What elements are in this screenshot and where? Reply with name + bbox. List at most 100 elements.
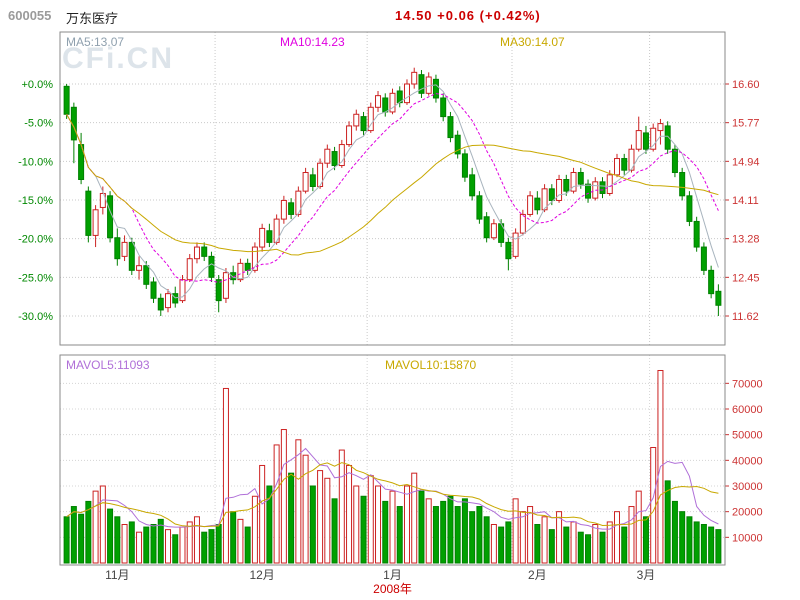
volume-bar (447, 495, 454, 564)
volume-bar (338, 449, 345, 564)
volume-bar (251, 495, 258, 564)
mavol10-label: MAVOL10:15870 (385, 358, 477, 372)
candle-body (273, 218, 280, 243)
volume-bar (700, 523, 707, 564)
candle-body (686, 195, 693, 222)
candle-body (635, 130, 642, 150)
candle-body (585, 183, 592, 199)
volume-bar (136, 531, 143, 564)
volume-axis-label: 60000 (732, 404, 763, 416)
volume-axis-label: 20000 (732, 507, 763, 519)
candle-body (642, 132, 649, 150)
volume-bar (606, 521, 613, 564)
candle-body (280, 199, 287, 220)
volume-bar (78, 513, 85, 564)
volume-bar (534, 523, 541, 564)
candle-body (237, 262, 244, 281)
month-label: 2月 (528, 568, 547, 582)
candle-body (700, 246, 707, 271)
volume-bar (99, 485, 106, 564)
volume-bar (411, 472, 418, 564)
candle-body (541, 188, 548, 211)
candle-body (85, 190, 92, 236)
volume-bar (389, 490, 396, 564)
candle-body (657, 123, 664, 132)
volume-bar (266, 485, 273, 564)
candle-body (505, 241, 512, 260)
candle-body (107, 195, 114, 239)
volume-axis-label: 30000 (732, 481, 763, 493)
month-label: 11月 (105, 568, 129, 582)
candle-body (251, 246, 258, 271)
month-label: 12月 (249, 568, 274, 582)
volume-bar (563, 526, 570, 564)
candle-body (570, 172, 577, 192)
percent-axis-label: -20.0% (18, 234, 53, 246)
volume-bar (107, 508, 114, 564)
volume-bar (505, 521, 512, 564)
candle-body (360, 116, 367, 132)
volume-bar (302, 454, 309, 564)
candle-body (302, 172, 309, 192)
volume-bar (469, 511, 476, 564)
stock-code: 600055 (8, 8, 52, 23)
percent-axis-label: -25.0% (18, 272, 53, 284)
volume-axis-label: 40000 (732, 455, 763, 467)
candle-body (476, 195, 483, 220)
candle-body (527, 195, 534, 215)
candle-body (288, 202, 295, 215)
volume-bar (490, 523, 497, 564)
volume-bar (193, 516, 200, 564)
volume-bar (577, 531, 584, 564)
candle-body (613, 158, 620, 176)
candle-body (165, 293, 172, 309)
stock-quote: 14.50 +0.06 (+0.42%) (395, 8, 541, 23)
volume-bar (621, 526, 628, 564)
volume-bar (642, 516, 649, 564)
volume-bar (679, 511, 686, 564)
candle-body (534, 197, 541, 211)
mavol5-label: MAVOL5:11093 (66, 358, 150, 372)
volume-bar (498, 526, 505, 564)
volume-bar (309, 485, 316, 564)
volume-axis-label: 50000 (732, 430, 763, 442)
candle-body (338, 144, 345, 167)
candle-body (317, 162, 324, 187)
candle-body (215, 279, 222, 302)
volume-bar (360, 495, 367, 564)
candle-body (92, 209, 99, 236)
volume-bar (476, 506, 483, 564)
volume-bar (483, 516, 490, 564)
volume-bar (708, 526, 715, 564)
volume-bar (613, 511, 620, 564)
volume-bar (664, 480, 671, 564)
candle-body (693, 220, 700, 248)
volume-bar (353, 485, 360, 564)
candle-body (266, 230, 273, 243)
ma30-label: MA30:14.07 (500, 35, 565, 49)
candle-body (193, 246, 200, 260)
volume-bar (324, 477, 331, 564)
price-axis-label: 12.45 (732, 272, 760, 284)
volume-bar (693, 521, 700, 564)
volume-bar (172, 534, 179, 564)
year-label: 2008年 (373, 582, 412, 596)
volume-bar (592, 523, 599, 564)
ma10-line (66, 93, 719, 284)
volume-bar (259, 464, 266, 564)
candle-body (563, 179, 570, 192)
percent-axis-label: -10.0% (18, 156, 53, 168)
candle-body (715, 290, 722, 306)
month-label: 3月 (637, 568, 656, 582)
volume-bar (346, 464, 353, 564)
volume-bar (63, 516, 70, 564)
candle-body (99, 192, 106, 208)
candle-body (418, 74, 425, 94)
cfi-watermark: CFi.CN (62, 42, 174, 75)
volume-bar (548, 529, 555, 564)
volume-bar (295, 439, 302, 564)
price-pane-border (59, 31, 726, 346)
volume-bar (331, 498, 338, 564)
